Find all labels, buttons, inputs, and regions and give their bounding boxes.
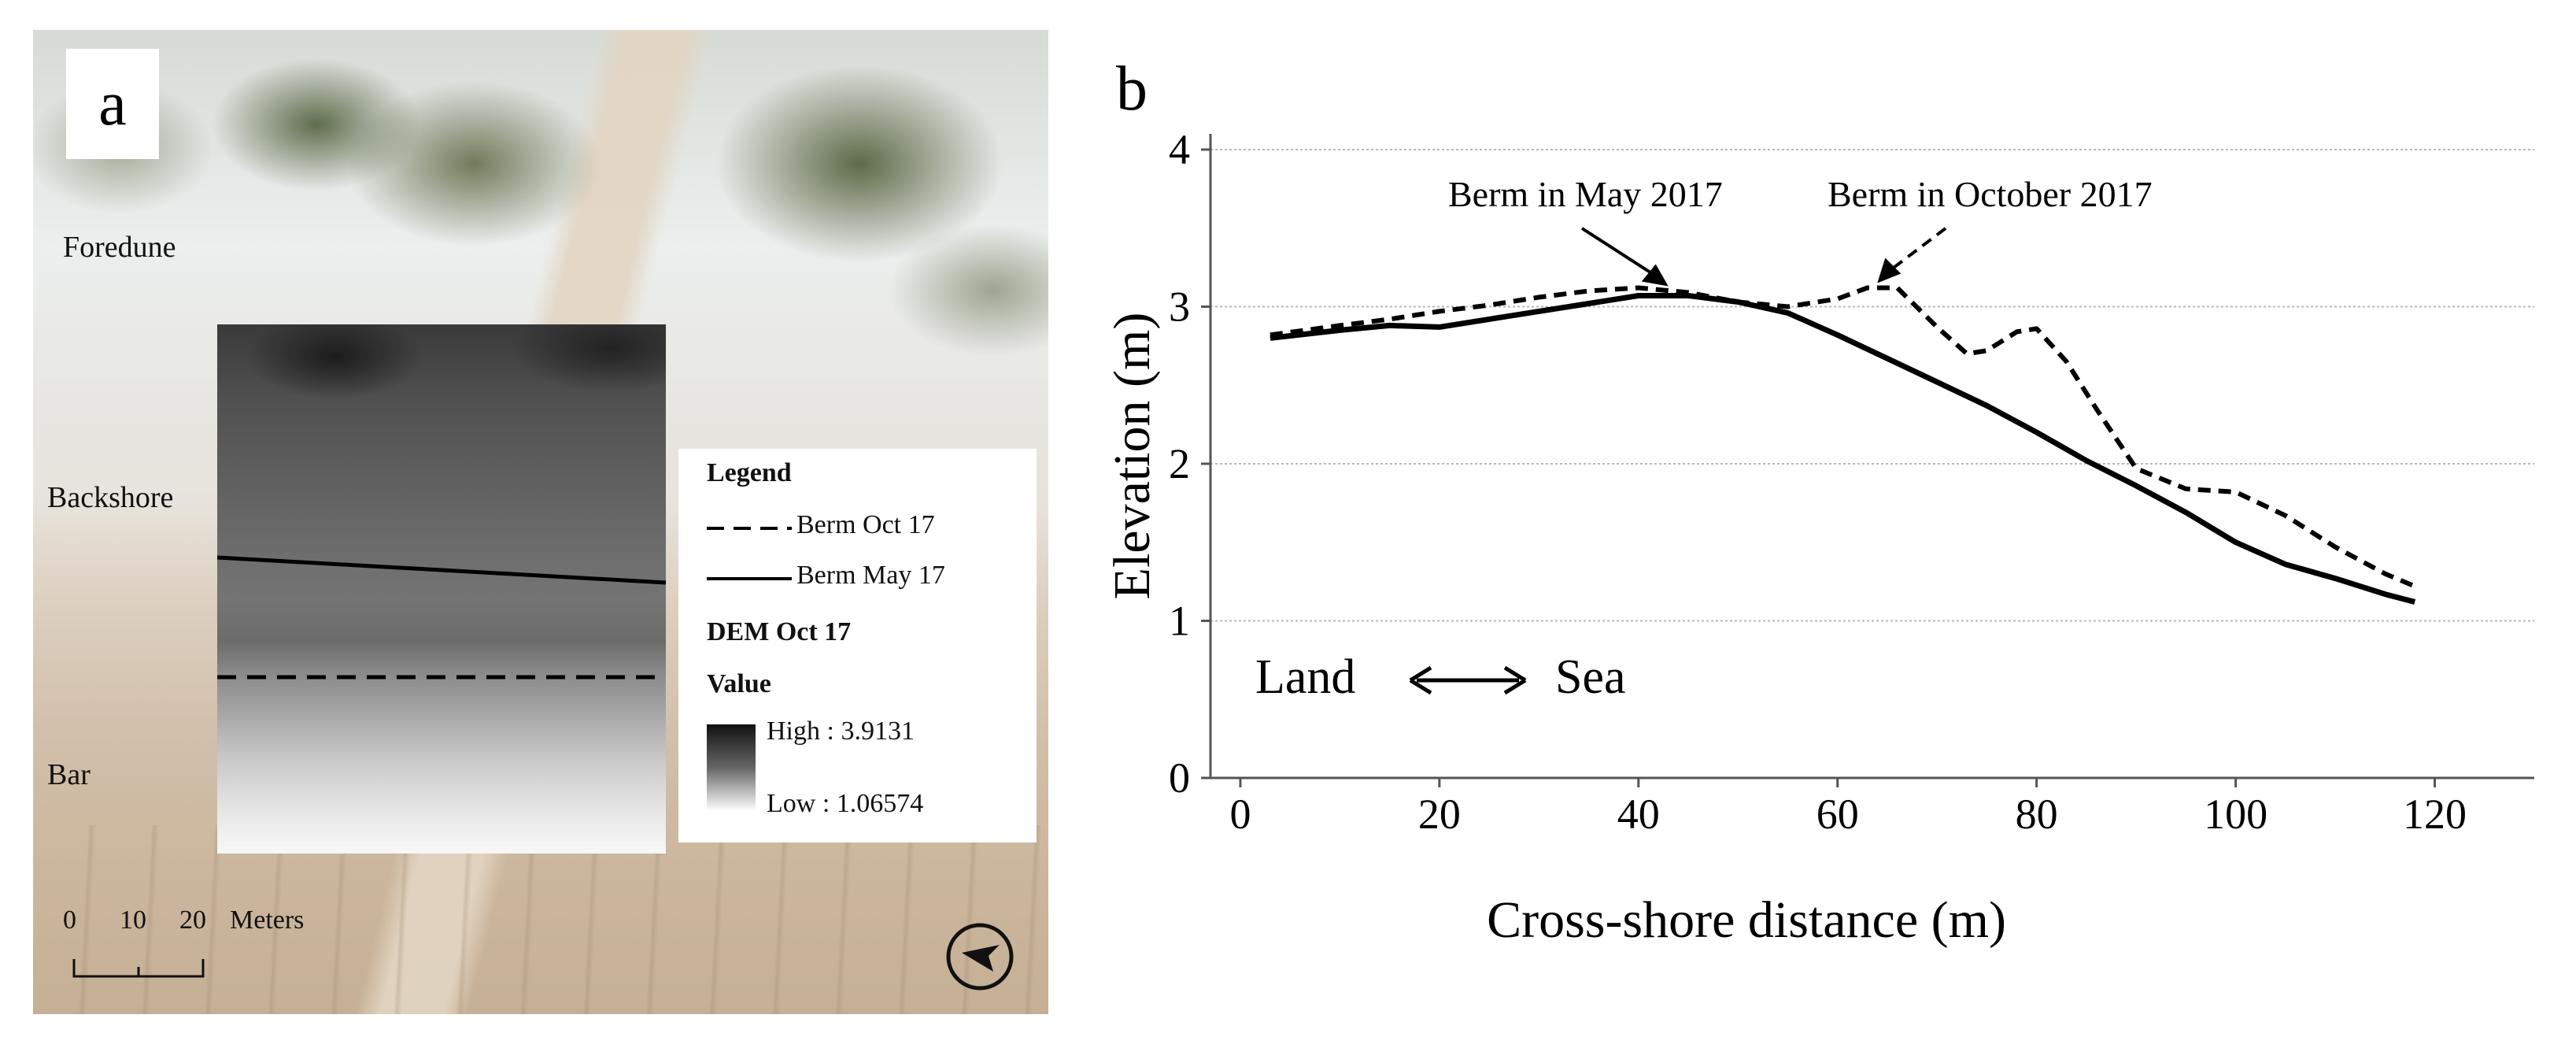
berm-may-17-line — [216, 555, 667, 585]
x-tick-label-20: 20 — [1418, 791, 1461, 838]
legend-high-value: High : 3.9131 — [767, 717, 915, 746]
x-tick-label-0: 0 — [1229, 791, 1251, 838]
label-sea: Sea — [1555, 650, 1626, 704]
map-legend: Legend Berm Oct 17 Berm May 17 DEM Oct 1… — [678, 449, 1037, 842]
zone-label-foredune: Foredune — [63, 231, 176, 264]
dem-raster-inset — [217, 324, 666, 854]
series-line-may-2017 — [1270, 293, 2416, 605]
label-land: Land — [1255, 650, 1355, 704]
x-tick-label-60: 60 — [1817, 791, 1859, 838]
y-tick-label-2: 2 — [1169, 440, 1190, 487]
scale-ruler — [72, 959, 205, 978]
annotation-berm-may: Berm in May 2017 — [1448, 174, 1723, 214]
legend-color-ramp — [707, 724, 756, 811]
scale-bar: 0 10 20 Meters — [63, 905, 304, 992]
annotation-berm-october: Berm in October 2017 — [1828, 174, 2153, 214]
y-tick-label-1: 1 — [1169, 597, 1190, 644]
legend-solid-swatch — [707, 577, 792, 580]
y-tick-label-0: 0 — [1169, 754, 1190, 802]
north-arrow-icon — [946, 923, 1014, 991]
y-axis-title: Elevation (m) — [1103, 313, 1161, 600]
arrow-berm-may — [1580, 227, 1663, 282]
series-line-oct-2017 — [1270, 285, 2416, 589]
arrowhead-berm-may — [1641, 264, 1669, 287]
x-tick-label-120: 120 — [2403, 791, 2467, 838]
panel-a-letter: a — [66, 49, 159, 159]
zone-label-backshore: Backshore — [47, 481, 174, 514]
legend-low-value: Low : 1.06574 — [767, 789, 924, 818]
arrowhead-berm-october — [1877, 257, 1902, 283]
y-tick-label-4: 4 — [1169, 126, 1190, 173]
legend-value-label: Value — [707, 669, 771, 698]
scale-unit: Meters — [230, 905, 305, 935]
scale-tick-0: 0 — [63, 905, 76, 935]
land-sea-arrowheads — [1409, 665, 1527, 695]
x-axis-title: Cross-shore distance (m) — [1487, 891, 2006, 949]
legend-raster-title: DEM Oct 17 — [707, 617, 852, 646]
panel-b-letter: b — [1116, 54, 1148, 124]
legend-item-berm-may: Berm May 17 — [796, 561, 945, 590]
scale-tick-20: 20 — [179, 905, 206, 935]
y-tick-label-3: 3 — [1169, 283, 1190, 330]
legend-dashed-swatch — [707, 527, 792, 530]
legend-item-berm-oct: Berm Oct 17 — [796, 510, 935, 539]
x-tick-label-100: 100 — [2204, 791, 2267, 838]
x-tick-label-40: 40 — [1617, 791, 1660, 838]
legend-title: Legend — [707, 458, 792, 487]
x-tick-label-80: 80 — [2016, 791, 2058, 838]
zone-label-bar: Bar — [47, 758, 91, 791]
scale-tick-10: 10 — [120, 905, 146, 935]
